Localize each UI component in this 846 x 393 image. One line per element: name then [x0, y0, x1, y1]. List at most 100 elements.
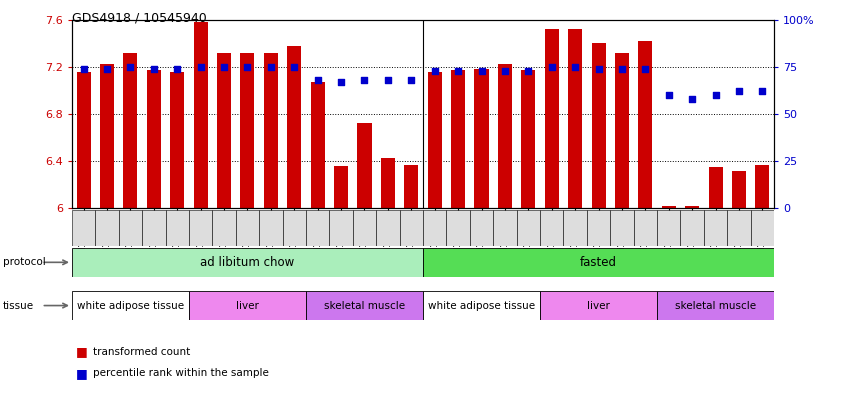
- Point: [755, 88, 769, 94]
- Point: [288, 64, 301, 70]
- Text: skeletal muscle: skeletal muscle: [675, 301, 756, 310]
- FancyBboxPatch shape: [470, 210, 493, 246]
- Point: [334, 79, 348, 85]
- Bar: [194, 22, 207, 208]
- Point: [194, 64, 207, 70]
- Point: [498, 68, 512, 74]
- Bar: [334, 166, 348, 208]
- FancyBboxPatch shape: [657, 210, 680, 246]
- FancyBboxPatch shape: [493, 210, 517, 246]
- Point: [147, 66, 161, 72]
- FancyBboxPatch shape: [423, 210, 447, 246]
- Bar: [264, 53, 277, 208]
- Bar: [755, 165, 769, 208]
- FancyBboxPatch shape: [212, 210, 236, 246]
- Point: [591, 66, 605, 72]
- Bar: [451, 70, 465, 208]
- Bar: [662, 206, 676, 208]
- Text: transformed count: transformed count: [93, 347, 190, 357]
- FancyBboxPatch shape: [306, 291, 423, 320]
- Point: [381, 77, 394, 83]
- Bar: [288, 46, 301, 208]
- Bar: [498, 64, 512, 208]
- Text: liver: liver: [587, 301, 610, 310]
- Text: ad libitum chow: ad libitum chow: [201, 256, 294, 269]
- Point: [475, 68, 488, 74]
- FancyBboxPatch shape: [517, 210, 540, 246]
- FancyBboxPatch shape: [563, 210, 587, 246]
- Point: [124, 64, 137, 70]
- FancyBboxPatch shape: [306, 210, 329, 246]
- Bar: [404, 165, 418, 208]
- Point: [639, 66, 652, 72]
- Point: [264, 64, 277, 70]
- FancyBboxPatch shape: [189, 291, 306, 320]
- Bar: [685, 206, 699, 208]
- FancyBboxPatch shape: [399, 210, 423, 246]
- FancyBboxPatch shape: [166, 210, 189, 246]
- FancyBboxPatch shape: [72, 291, 189, 320]
- FancyBboxPatch shape: [96, 210, 118, 246]
- Point: [545, 64, 558, 70]
- Bar: [639, 41, 652, 208]
- Point: [662, 92, 675, 98]
- Bar: [475, 69, 488, 208]
- FancyBboxPatch shape: [447, 210, 470, 246]
- FancyBboxPatch shape: [72, 210, 96, 246]
- Bar: [591, 43, 606, 208]
- Point: [569, 64, 582, 70]
- FancyBboxPatch shape: [610, 210, 634, 246]
- FancyBboxPatch shape: [189, 210, 212, 246]
- Point: [311, 77, 325, 83]
- FancyBboxPatch shape: [750, 210, 774, 246]
- FancyBboxPatch shape: [587, 210, 610, 246]
- Bar: [147, 70, 161, 208]
- FancyBboxPatch shape: [329, 210, 353, 246]
- Point: [615, 66, 629, 72]
- Point: [217, 64, 231, 70]
- Text: tissue: tissue: [3, 301, 34, 310]
- Text: skeletal muscle: skeletal muscle: [324, 301, 405, 310]
- Bar: [310, 82, 325, 208]
- FancyBboxPatch shape: [704, 210, 728, 246]
- Text: ■: ■: [76, 367, 88, 380]
- Bar: [521, 70, 536, 208]
- Text: white adipose tissue: white adipose tissue: [428, 301, 535, 310]
- Bar: [100, 64, 114, 208]
- Point: [733, 88, 746, 94]
- FancyBboxPatch shape: [634, 210, 657, 246]
- Point: [77, 66, 91, 72]
- Point: [709, 92, 722, 98]
- Point: [404, 77, 418, 83]
- Bar: [77, 72, 91, 208]
- Point: [685, 96, 699, 102]
- FancyBboxPatch shape: [540, 291, 657, 320]
- FancyBboxPatch shape: [72, 248, 423, 277]
- FancyBboxPatch shape: [142, 210, 166, 246]
- Point: [170, 66, 184, 72]
- FancyBboxPatch shape: [376, 210, 399, 246]
- FancyBboxPatch shape: [259, 210, 283, 246]
- FancyBboxPatch shape: [118, 210, 142, 246]
- Text: liver: liver: [236, 301, 259, 310]
- FancyBboxPatch shape: [353, 210, 376, 246]
- Bar: [124, 53, 137, 208]
- FancyBboxPatch shape: [236, 210, 259, 246]
- Bar: [428, 72, 442, 208]
- FancyBboxPatch shape: [657, 291, 774, 320]
- Text: percentile rank within the sample: percentile rank within the sample: [93, 368, 269, 378]
- Bar: [240, 53, 255, 208]
- Bar: [170, 72, 184, 208]
- Point: [521, 68, 536, 74]
- Text: ■: ■: [76, 345, 88, 358]
- Bar: [732, 171, 746, 208]
- FancyBboxPatch shape: [283, 210, 306, 246]
- Point: [358, 77, 371, 83]
- Bar: [358, 123, 371, 208]
- Bar: [217, 53, 231, 208]
- Point: [240, 64, 254, 70]
- FancyBboxPatch shape: [680, 210, 704, 246]
- FancyBboxPatch shape: [540, 210, 563, 246]
- Text: white adipose tissue: white adipose tissue: [77, 301, 184, 310]
- FancyBboxPatch shape: [423, 291, 540, 320]
